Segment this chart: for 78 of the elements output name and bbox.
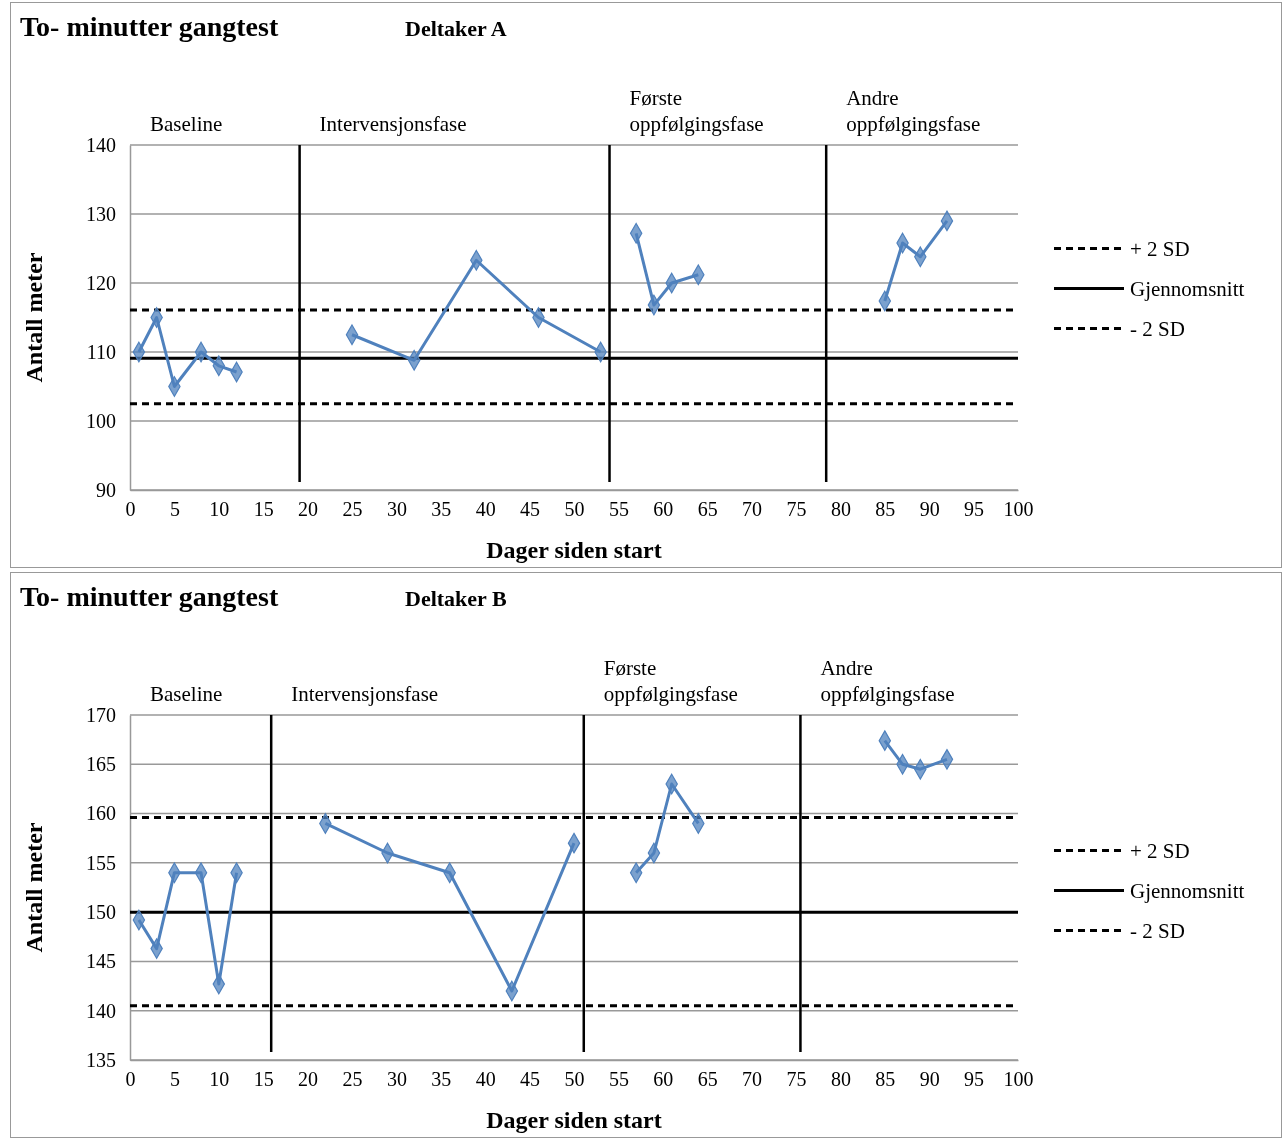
text: Intervensjonsfase [291, 682, 439, 706]
y-tick-label: 150 [86, 901, 116, 924]
x-tick-label: 0 [125, 498, 136, 521]
text: Andre oppfølgingsfase [846, 86, 981, 136]
x-tick-label: 25 [342, 498, 363, 521]
x-tick-label: 90 [919, 498, 940, 521]
y-axis-title: Antall meter [21, 822, 47, 953]
legend-label: Gjennomsnitt [1130, 276, 1245, 301]
y-tick-label: 110 [86, 340, 116, 363]
legend-label: + 2 SD [1130, 236, 1190, 261]
y-tick-label: 140 [86, 133, 116, 156]
x-tick-label: 95 [964, 498, 985, 521]
x-tick-label: 20 [298, 1068, 319, 1091]
y-tick-label: 140 [86, 999, 116, 1022]
x-tick-label: 50 [564, 498, 585, 521]
y-tick-label: 130 [86, 202, 116, 225]
x-tick-label: 100 [1003, 498, 1034, 521]
x-tick-label: 45 [520, 1068, 541, 1091]
x-tick-label: 85 [875, 498, 896, 521]
text: Andre oppfølgingsfase [820, 656, 955, 706]
x-tick-label: 20 [298, 498, 319, 521]
x-tick-label: 70 [742, 498, 763, 521]
x-tick-label: 70 [742, 1068, 763, 1091]
x-tick-label: 65 [697, 498, 718, 521]
x-tick-label: 15 [253, 498, 274, 521]
x-tick-label: 5 [169, 1068, 180, 1091]
y-tick-label: 90 [96, 478, 116, 501]
x-tick-label: 30 [386, 498, 407, 521]
x-tick-label: 10 [209, 1068, 230, 1091]
chart-subtitle: Deltaker B [405, 586, 507, 611]
x-axis-title: Dager siden start [486, 537, 662, 563]
text: Baseline [150, 112, 223, 136]
x-tick-label: 5 [169, 498, 180, 521]
x-tick-label: 95 [964, 1068, 985, 1091]
x-tick-label: 50 [564, 1068, 585, 1091]
x-axis-title: Dager siden start [486, 1107, 662, 1133]
x-tick-label: 15 [253, 1068, 274, 1091]
x-tick-label: 55 [608, 498, 629, 521]
text: Første oppfølgingsfase [629, 86, 764, 136]
x-tick-label: 100 [1003, 1068, 1034, 1091]
chart-subtitle: Deltaker A [405, 16, 507, 41]
y-tick-label: 145 [86, 950, 116, 973]
x-tick-label: 30 [386, 1068, 407, 1091]
x-tick-label: 75 [786, 498, 807, 521]
chart-title: To- minutter gangtest [20, 581, 279, 612]
x-tick-label: 80 [830, 498, 851, 521]
x-tick-label: 60 [653, 498, 674, 521]
x-tick-label: 65 [697, 1068, 718, 1091]
x-tick-label: 10 [209, 498, 230, 521]
x-tick-label: 25 [342, 1068, 363, 1091]
legend-label: - 2 SD [1130, 918, 1185, 943]
y-tick-label: 135 [86, 1048, 116, 1071]
y-tick-label: 155 [86, 851, 116, 874]
legend-label: + 2 SD [1130, 838, 1190, 863]
y-tick-label: 160 [86, 802, 116, 825]
x-tick-label: 40 [475, 1068, 496, 1091]
x-tick-label: 85 [875, 1068, 896, 1091]
chart-title: To- minutter gangtest [20, 11, 279, 42]
x-tick-label: 35 [431, 498, 452, 521]
y-tick-label: 170 [86, 703, 116, 726]
x-tick-label: 80 [830, 1068, 851, 1091]
x-tick-label: 40 [475, 498, 496, 521]
x-tick-label: 45 [520, 498, 541, 521]
y-tick-label: 120 [86, 271, 116, 294]
x-tick-label: 90 [919, 1068, 940, 1091]
x-tick-label: 55 [608, 1068, 629, 1091]
legend-label: Gjennomsnitt [1130, 878, 1245, 903]
text: Intervensjonsfase [319, 112, 467, 136]
text: Første oppfølgingsfase [603, 656, 738, 706]
text: Baseline [150, 682, 223, 706]
y-tick-label: 100 [86, 409, 116, 432]
x-tick-label: 75 [786, 1068, 807, 1091]
x-tick-label: 60 [653, 1068, 674, 1091]
y-axis-title: Antall meter [21, 252, 47, 383]
x-tick-label: 35 [431, 1068, 452, 1091]
x-tick-label: 0 [125, 1068, 136, 1091]
legend-label: - 2 SD [1130, 316, 1185, 341]
y-tick-label: 165 [86, 753, 116, 776]
